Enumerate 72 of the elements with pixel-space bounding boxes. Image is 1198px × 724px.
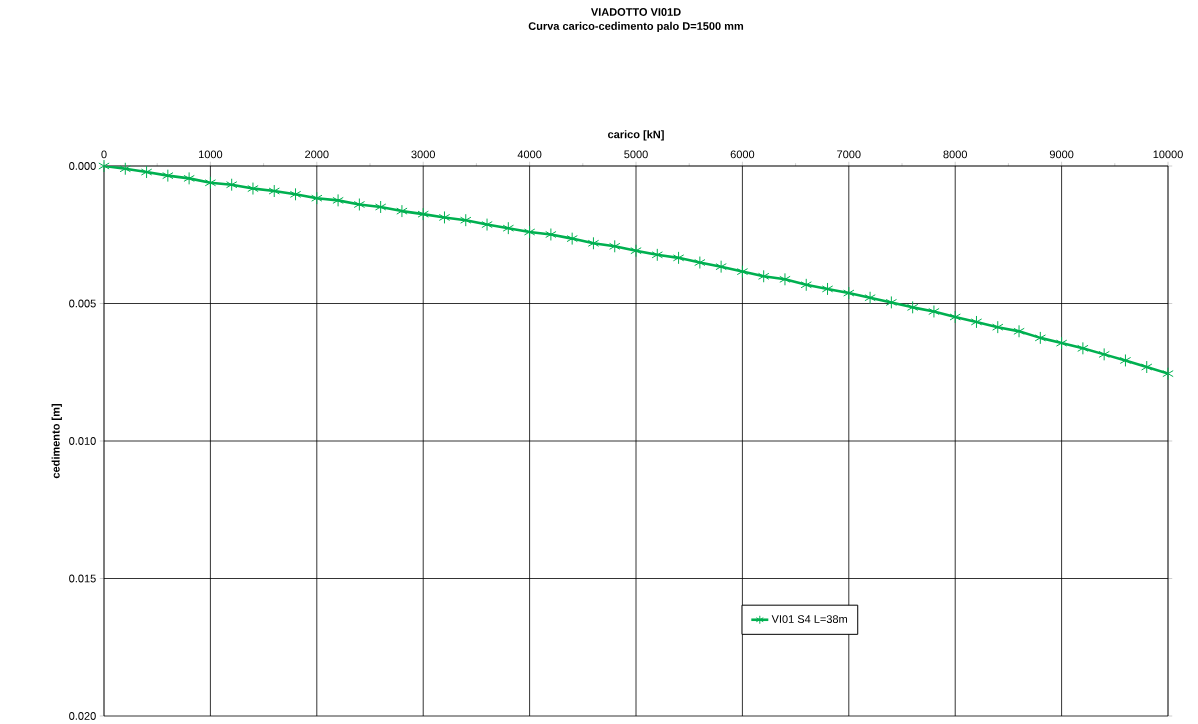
point <box>885 295 898 309</box>
legend-label: VI01 S4 L=38m <box>771 615 847 623</box>
point <box>864 291 876 305</box>
x-tick-label: 6000 <box>730 150 755 159</box>
point <box>98 159 110 173</box>
x-tick-label: 0 <box>101 150 107 159</box>
x-tick-label: 4000 <box>517 150 542 159</box>
point <box>204 176 217 190</box>
point <box>1013 324 1025 338</box>
point <box>140 165 153 179</box>
y-tick-label: 0.000 <box>69 162 96 170</box>
point <box>183 171 195 185</box>
point <box>1098 347 1110 361</box>
point <box>630 244 642 258</box>
chart-title: VIADOTTO VI01D <box>590 8 681 16</box>
point <box>481 218 493 232</box>
point <box>736 265 749 279</box>
point <box>162 169 174 183</box>
x-tick-label: 7000 <box>837 150 861 159</box>
x-tick-label: 5000 <box>624 150 648 159</box>
point <box>353 198 366 211</box>
point <box>949 310 961 324</box>
point <box>651 248 663 262</box>
point <box>374 200 387 214</box>
point <box>906 300 919 314</box>
chart-subtitle: Curva carico-cedimento palo D=1500 mm <box>528 21 744 33</box>
x-axis-title: carico [kN] <box>608 130 664 141</box>
point <box>523 225 536 239</box>
point <box>779 272 791 286</box>
y-axis-title: cedimento [m] <box>51 404 62 479</box>
x-tick-label: 3000 <box>411 150 435 159</box>
point <box>289 187 302 201</box>
point <box>268 184 280 198</box>
x-tick-label: 1000 <box>199 150 223 159</box>
point <box>672 251 685 265</box>
point <box>758 269 770 283</box>
x-tick-label: 2000 <box>305 150 329 159</box>
point <box>992 320 1004 334</box>
point <box>1141 360 1153 374</box>
point <box>843 286 855 300</box>
point <box>311 191 323 205</box>
x-tick-label: 10000 <box>1153 150 1183 159</box>
point <box>715 260 727 274</box>
point <box>119 162 131 176</box>
point <box>438 210 451 224</box>
x-tick-label: 9000 <box>1049 150 1074 159</box>
point <box>800 278 812 292</box>
point <box>970 315 983 329</box>
point <box>545 228 557 241</box>
x-tick-label: 8000 <box>943 150 967 159</box>
point <box>247 182 259 196</box>
point <box>821 282 834 296</box>
point <box>609 239 621 253</box>
y-tick-label: 0.010 <box>69 437 96 445</box>
y-tick-label: 0.005 <box>69 299 96 308</box>
y-tick-label: 0.015 <box>69 574 96 583</box>
point <box>1077 341 1089 355</box>
point <box>928 305 940 318</box>
point <box>1119 353 1132 367</box>
point <box>1162 367 1174 381</box>
point <box>226 178 238 192</box>
point <box>694 256 706 270</box>
point <box>460 213 472 227</box>
point <box>502 221 514 235</box>
point <box>566 232 578 246</box>
point <box>587 236 600 250</box>
point <box>1055 336 1068 350</box>
y-tick-label: 0.020 <box>69 712 96 720</box>
point <box>1034 331 1046 345</box>
point <box>417 207 429 221</box>
point <box>332 193 344 207</box>
point <box>396 204 408 218</box>
